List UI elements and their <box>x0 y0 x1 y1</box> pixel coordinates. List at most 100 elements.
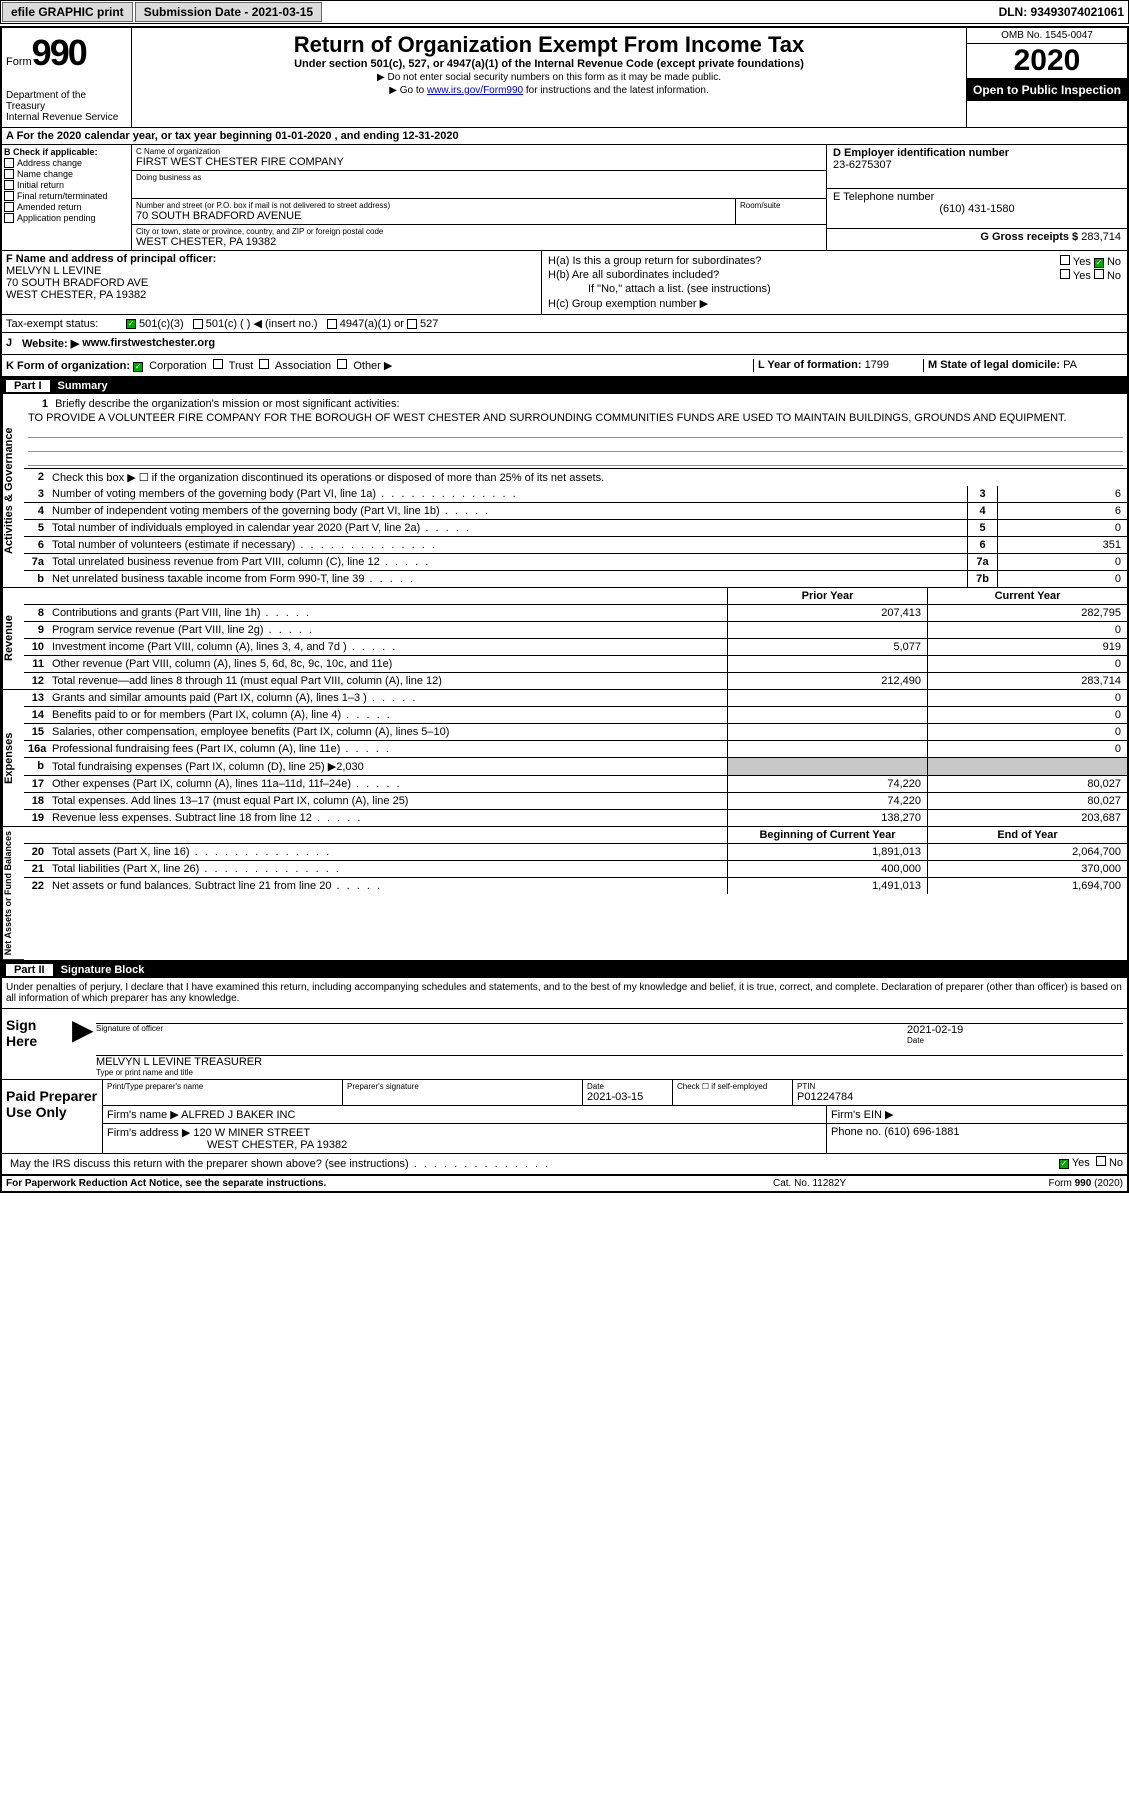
dln-text: DLN: 93493074021061 <box>995 5 1128 19</box>
l10-num: 10 <box>24 639 48 655</box>
officer-addr2: WEST CHESTER, PA 19382 <box>6 289 537 301</box>
k-corp-label: Corporation <box>149 360 206 372</box>
firm-ein-label: Firm's EIN ▶ <box>831 1109 894 1121</box>
sig-name-label: Type or print name and title <box>96 1068 1123 1077</box>
hb-no-label: No <box>1107 270 1121 282</box>
prep-ptin: P01224784 <box>797 1091 1123 1103</box>
l22-text: Net assets or fund balances. Subtract li… <box>48 878 727 894</box>
sign-here-label: Sign Here <box>2 1009 72 1079</box>
l9-cy: 0 <box>927 622 1127 638</box>
l13-num: 13 <box>24 690 48 706</box>
opt-4947: 4947(a)(1) or <box>340 318 404 330</box>
status-501c[interactable] <box>193 319 203 329</box>
l5-text: Total number of individuals employed in … <box>48 520 967 536</box>
j-label: J <box>6 337 22 350</box>
ha-yes[interactable] <box>1060 255 1070 265</box>
l17-cy: 80,027 <box>927 776 1127 792</box>
b-opt-3: Final return/terminated <box>17 191 108 201</box>
ha-yes-label: Yes <box>1073 256 1091 268</box>
k-assoc[interactable] <box>259 359 269 369</box>
l-label: L Year of formation: <box>758 359 865 371</box>
check-initial[interactable] <box>4 180 14 190</box>
officer-addr1: 70 SOUTH BRADFORD AVE <box>6 277 537 289</box>
tax-year: 2020 <box>967 44 1127 79</box>
hb-yes[interactable] <box>1060 269 1070 279</box>
prep-h2: Preparer's signature <box>347 1082 578 1091</box>
l8-cy: 282,795 <box>927 605 1127 621</box>
l20-py: 1,891,013 <box>727 844 927 860</box>
k-corp[interactable]: ✓ <box>133 362 143 372</box>
b-opt-4: Amended return <box>17 202 82 212</box>
l6-box: 6 <box>967 537 997 553</box>
status-501c3[interactable]: ✓ <box>126 319 136 329</box>
room-label: Room/suite <box>740 201 822 210</box>
firm-phone-label: Phone no. <box>831 1126 884 1138</box>
side-net: Net Assets or Fund Balances <box>2 827 24 960</box>
fgh-row: F Name and address of principal officer:… <box>2 251 1127 315</box>
submission-button[interactable]: Submission Date - 2021-03-15 <box>135 2 322 22</box>
discuss-no[interactable] <box>1096 1156 1106 1166</box>
check-address[interactable] <box>4 158 14 168</box>
q1-num: 1 <box>28 396 52 412</box>
side-activities: Activities & Governance <box>2 394 24 588</box>
l9-num: 9 <box>24 622 48 638</box>
street-address: 70 SOUTH BRADFORD AVENUE <box>136 210 731 222</box>
l18-py: 74,220 <box>727 793 927 809</box>
check-amended[interactable] <box>4 202 14 212</box>
l19-text: Revenue less expenses. Subtract line 18 … <box>48 810 727 826</box>
ein-value: 23-6275307 <box>833 159 1121 171</box>
col-prior: Prior Year <box>727 588 927 604</box>
l18-cy: 80,027 <box>927 793 1127 809</box>
officer-label: F Name and address of principal officer: <box>6 253 537 265</box>
h-c-text: H(c) Group exemption number ▶ <box>548 297 1121 310</box>
klm-row: K Form of organization: ✓ Corporation Tr… <box>2 355 1127 378</box>
footer-post: (2020) <box>1091 1178 1123 1189</box>
l5-val: 0 <box>997 520 1127 536</box>
k-trust[interactable] <box>213 359 223 369</box>
q1-text: Briefly describe the organization's miss… <box>55 398 399 410</box>
l16b-num: b <box>24 758 48 775</box>
l4-box: 4 <box>967 503 997 519</box>
b-opt-0: Address change <box>17 158 82 168</box>
side-expenses: Expenses <box>2 690 24 827</box>
m-label: M State of legal domicile: <box>928 359 1063 371</box>
prep-h4: Check ☐ if self-employed <box>677 1082 788 1091</box>
l5-box: 5 <box>967 520 997 536</box>
dept-text: Department of the Treasury Internal Reve… <box>6 90 127 123</box>
footer-bold: 990 <box>1075 1178 1092 1189</box>
check-pending[interactable] <box>4 213 14 223</box>
dba-label: Doing business as <box>136 173 822 182</box>
status-4947[interactable] <box>327 319 337 329</box>
l20-cy: 2,064,700 <box>927 844 1127 860</box>
mission-line <box>28 424 1123 438</box>
part-1-header: Part I Summary <box>2 378 1127 394</box>
check-final[interactable] <box>4 191 14 201</box>
hb-no[interactable] <box>1094 269 1104 279</box>
status-527[interactable] <box>407 319 417 329</box>
ha-no[interactable]: ✓ <box>1094 258 1104 268</box>
l7a-box: 7a <box>967 554 997 570</box>
discuss-yes[interactable]: ✓ <box>1059 1159 1069 1169</box>
l7b-box: 7b <box>967 571 997 587</box>
check-name[interactable] <box>4 169 14 179</box>
q1-box: 1 Briefly describe the organization's mi… <box>24 394 1127 468</box>
website-label: Website: ▶ <box>22 337 79 350</box>
l19-num: 19 <box>24 810 48 826</box>
l7a-val: 0 <box>997 554 1127 570</box>
tax-status-row: Tax-exempt status: ✓ 501(c)(3) 501(c) ( … <box>2 315 1127 333</box>
k-assoc-label: Association <box>275 360 331 372</box>
revenue-grid: Revenue Prior YearCurrent Year 8Contribu… <box>2 588 1127 690</box>
l7a-text: Total unrelated business revenue from Pa… <box>48 554 967 570</box>
instructions-link[interactable]: www.irs.gov/Form990 <box>427 85 523 96</box>
l17-text: Other expenses (Part IX, column (A), lin… <box>48 776 727 792</box>
l14-py <box>727 707 927 723</box>
l15-py <box>727 724 927 740</box>
efile-button[interactable]: efile GRAPHIC print <box>2 2 133 22</box>
form-number: 990 <box>32 32 86 74</box>
k-other[interactable] <box>337 359 347 369</box>
l8-py: 207,413 <box>727 605 927 621</box>
inspection-badge: Open to Public Inspection <box>967 79 1127 101</box>
sig-date-label: Date <box>907 1036 1123 1045</box>
ha-no-label: No <box>1107 256 1121 268</box>
website-row: J Website: ▶ www.firstwestchester.org <box>2 333 1127 355</box>
